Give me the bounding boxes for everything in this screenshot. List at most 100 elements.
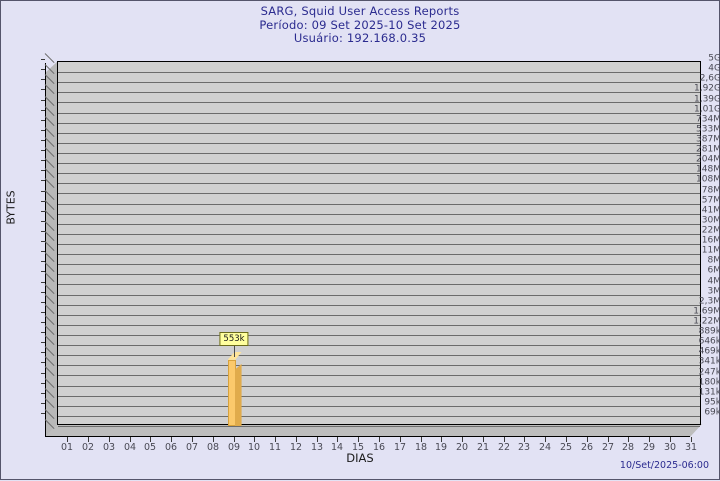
y-axis-tick-mark xyxy=(41,69,45,70)
y-axis-tick-label: 889k xyxy=(698,326,720,337)
gridline xyxy=(58,426,700,427)
x-axis-tick-label: 06 xyxy=(164,442,178,453)
gridline xyxy=(58,153,700,154)
y-axis-tick-mark xyxy=(41,393,45,394)
y-axis-tick-label: 108M xyxy=(696,174,720,185)
gridline xyxy=(58,406,700,407)
x-axis-tick-label: 04 xyxy=(123,442,137,453)
y-axis-tick-label: 1,92G xyxy=(693,83,720,94)
x-axis-tick-mark xyxy=(462,437,463,442)
y-axis-tick-label: 533M xyxy=(696,124,720,135)
y-axis-tick-mark xyxy=(41,110,45,111)
gridline xyxy=(58,345,700,346)
gridline xyxy=(58,163,700,164)
x-axis-tick-label: 03 xyxy=(102,442,116,453)
y-axis-tick-label: 78M xyxy=(701,185,720,196)
x-axis-tick-label: 19 xyxy=(434,442,448,453)
gridline xyxy=(58,113,700,114)
y-axis-tick-mark xyxy=(41,211,45,212)
generated-timestamp: 10/Set/2025-06:00 xyxy=(619,460,709,471)
x-axis-tick-mark xyxy=(358,437,359,442)
gridline xyxy=(58,244,700,245)
y-axis-tick-mark xyxy=(41,292,45,293)
y-axis-tick-mark xyxy=(41,241,45,242)
y-axis-tick-mark xyxy=(41,413,45,414)
gridline xyxy=(58,183,700,184)
y-axis-tick-label: 1,69M xyxy=(693,306,720,317)
x-axis-tick-mark xyxy=(296,437,297,442)
x-axis-tick-mark xyxy=(608,437,609,442)
x-axis-tick-mark xyxy=(275,437,276,442)
y-axis-tick-label: 30M xyxy=(701,215,720,226)
x-axis-tick-label: 07 xyxy=(185,442,199,453)
y-axis-tick-label: 41M xyxy=(701,205,720,216)
y-axis-tick-label: 387M xyxy=(696,134,720,145)
gridline xyxy=(58,224,700,225)
gridline xyxy=(58,335,700,336)
report-user: Usuário: 192.168.0.35 xyxy=(293,31,427,45)
y-axis-tick-label: 16M xyxy=(701,235,720,246)
page-title: SARG, Squid User Access Reports xyxy=(260,4,460,18)
bar-side-face xyxy=(234,363,242,426)
x-axis-tick-mark xyxy=(587,437,588,442)
y-axis-tick-mark xyxy=(41,332,45,333)
y-axis-tick-label: 646k xyxy=(698,336,720,347)
plot-face xyxy=(57,61,701,427)
gridline xyxy=(58,386,700,387)
bar-value-label: 553k xyxy=(219,331,249,346)
x-axis-tick-mark xyxy=(670,437,671,442)
y-axis-tick-label: 148M xyxy=(696,164,720,175)
y-axis-tick-mark xyxy=(41,120,45,121)
y-axis-tick-mark xyxy=(41,231,45,232)
bar-front-face xyxy=(227,359,236,426)
y-axis-tick-label: 22M xyxy=(701,225,720,236)
y-axis-tick-label: 69k xyxy=(704,407,720,418)
x-axis-tick-label: 02 xyxy=(81,442,95,453)
x-axis-tick-label: 11 xyxy=(268,442,282,453)
plot-floor xyxy=(45,424,702,437)
y-axis-tick-mark xyxy=(41,89,45,90)
y-axis-tick-label: 95k xyxy=(704,397,720,408)
x-axis-tick-label: 12 xyxy=(289,442,303,453)
x-axis-tick-mark xyxy=(234,437,235,442)
x-axis-tick-mark xyxy=(483,437,484,442)
gridline xyxy=(58,72,700,73)
gridline xyxy=(58,355,700,356)
x-axis-tick-label: 25 xyxy=(559,442,573,453)
y-axis-tick-label: 281M xyxy=(696,144,720,155)
x-axis-tick-mark xyxy=(67,437,68,442)
x-axis-tick-label: 20 xyxy=(455,442,469,453)
y-axis-tick-mark xyxy=(41,403,45,404)
gridline xyxy=(58,173,700,174)
y-axis-tick-mark xyxy=(41,282,45,283)
x-axis-tick-label: 27 xyxy=(601,442,615,453)
y-axis-tick-mark xyxy=(41,362,45,363)
x-axis-tick-mark xyxy=(691,437,692,442)
x-axis-tick-mark xyxy=(566,437,567,442)
bar-day-09[interactable] xyxy=(227,351,242,426)
gridline xyxy=(58,82,700,83)
x-axis-tick-mark xyxy=(649,437,650,442)
y-axis-tick-mark xyxy=(41,79,45,80)
x-axis-tick-label: 22 xyxy=(497,442,511,453)
x-axis-tick-mark xyxy=(213,437,214,442)
y-axis-tick-mark xyxy=(41,302,45,303)
y-axis-tick-label: 2,6G xyxy=(699,73,720,84)
x-axis-tick-label: 23 xyxy=(517,442,531,453)
x-axis-tick-label: 21 xyxy=(476,442,490,453)
y-axis-tick-mark xyxy=(41,140,45,141)
x-axis-tick-label: 24 xyxy=(538,442,552,453)
x-axis-tick-label: 15 xyxy=(351,442,365,453)
gridline xyxy=(58,365,700,366)
gridline xyxy=(58,305,700,306)
plot-wall-edge xyxy=(45,63,46,437)
gridline xyxy=(58,92,700,93)
y-axis-tick-label: 2,3M xyxy=(698,296,720,307)
y-axis-tick-mark xyxy=(41,322,45,323)
x-axis-tick-label: 18 xyxy=(414,442,428,453)
y-axis-tick-label: 734M xyxy=(696,114,720,125)
y-axis-tick-label: 469k xyxy=(698,346,720,357)
y-axis-tick-mark xyxy=(41,59,45,60)
report-period: Período: 09 Set 2025-10 Set 2025 xyxy=(259,17,461,32)
x-axis-tick-mark xyxy=(254,437,255,442)
